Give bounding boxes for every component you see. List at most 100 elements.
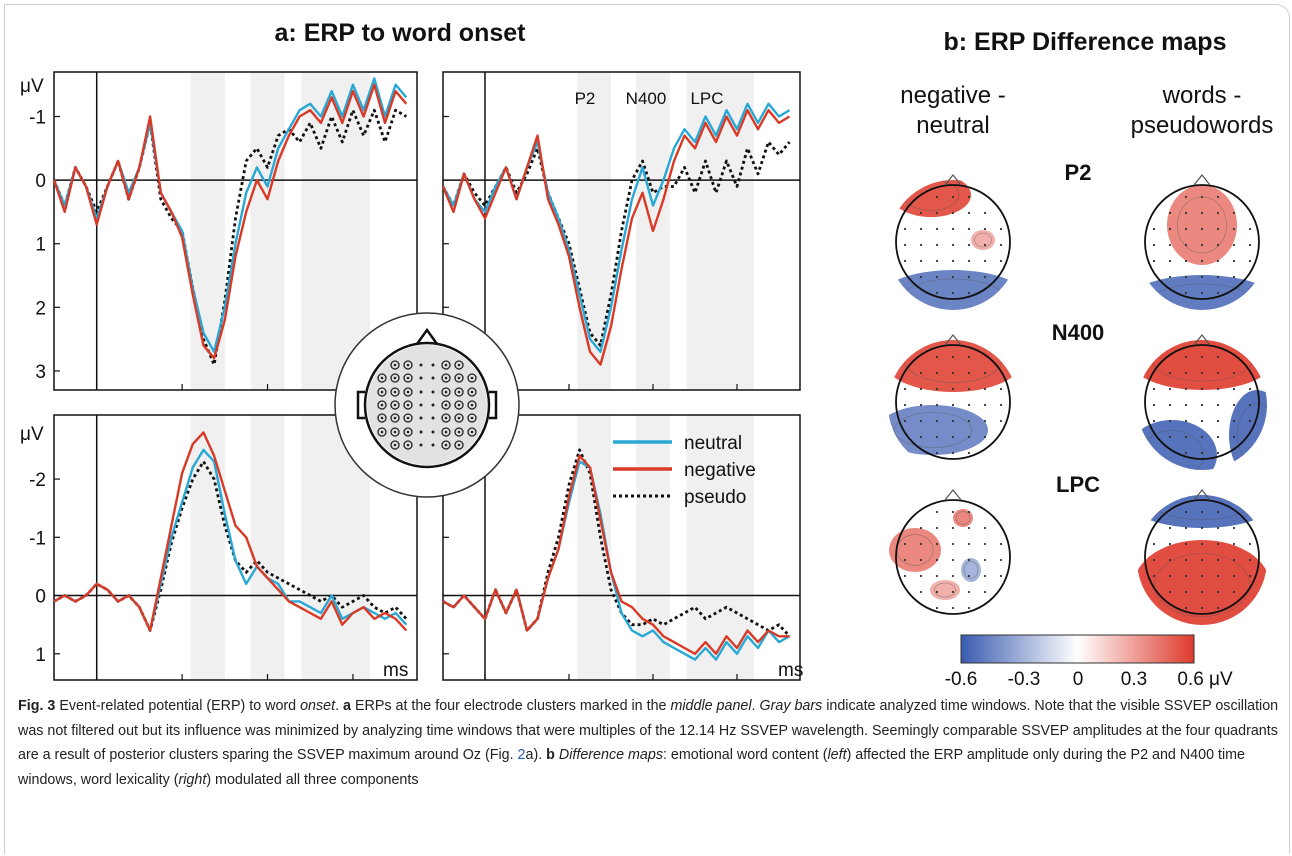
analysis-window-1 <box>190 415 225 680</box>
map-electrode-dot <box>1152 419 1156 423</box>
map-electrode-dot <box>967 542 971 546</box>
plot-frame <box>442 71 801 391</box>
difference-map-4 <box>1137 334 1267 470</box>
map-contour <box>955 511 971 525</box>
map-electrode-dot <box>1152 542 1156 546</box>
electrode-center <box>406 403 410 407</box>
map-electrode-dot <box>1200 291 1204 295</box>
map-electrode-dot <box>1168 211 1172 215</box>
electrode-dot <box>431 363 435 367</box>
map-fill <box>1137 340 1267 470</box>
map-electrode-dot <box>1216 606 1220 610</box>
map-electrode-dot <box>999 542 1003 546</box>
electrode-dot <box>419 430 423 434</box>
head-right-ear <box>489 390 498 420</box>
caption-text-2: . <box>335 698 344 714</box>
analysis-window-3 <box>686 415 754 680</box>
row-label-n400: N400 <box>1052 320 1105 345</box>
map-electrode-dot <box>983 435 987 439</box>
map-contour <box>934 582 956 598</box>
plot-frame <box>53 414 418 681</box>
map-head-outline <box>1144 499 1260 615</box>
map-electrode-dot <box>1232 590 1236 594</box>
map-electrode-dot <box>935 291 939 295</box>
electrode-center <box>457 376 461 380</box>
electrode-marked <box>441 400 451 410</box>
electrode-center <box>470 376 474 380</box>
caption-italic-5: left <box>827 747 847 763</box>
electrode-marked <box>454 360 464 370</box>
map-electrode-dot <box>1184 211 1188 215</box>
analysis-window-1 <box>577 72 611 390</box>
analysis-window-2 <box>636 415 670 680</box>
map-electrode-dot <box>1232 275 1236 279</box>
map-electrode-dot <box>935 558 939 562</box>
difference-map-3 <box>888 334 1018 470</box>
map-electrode-dot <box>1232 387 1236 391</box>
map-electrode-dot <box>951 574 955 578</box>
map-electrode-dot <box>1168 590 1172 594</box>
map-electrode-dot <box>1216 195 1220 199</box>
map-electrode-dot <box>935 510 939 514</box>
map-electrode-dot <box>935 590 939 594</box>
map-electrode-dot <box>1168 227 1172 231</box>
map-electrode-dot <box>1168 387 1172 391</box>
colorbar-tick-5: 0.6 μV <box>1177 669 1233 690</box>
map-electrode-dot <box>1232 211 1236 215</box>
map-electrode-dot <box>983 243 987 247</box>
electrode-dot <box>431 416 435 420</box>
map-electrode-dot <box>1184 243 1188 247</box>
map-blob <box>1137 540 1267 625</box>
map-fill <box>1137 495 1267 625</box>
electrode-center <box>457 390 461 394</box>
caption-fig-link[interactable]: 2 <box>517 747 526 763</box>
map-electrode-dot <box>1216 275 1220 279</box>
difference-map-2 <box>1137 174 1267 310</box>
map-contour <box>963 561 979 579</box>
map-electrode-dot <box>951 291 955 295</box>
panel-a-title: a: ERP to word onset <box>275 19 527 47</box>
analysis-window-2 <box>250 72 285 390</box>
caption-italic-6: right <box>178 771 207 788</box>
erp-plot-bottom-right: 0200400600 <box>442 414 801 681</box>
caption-text-4: . <box>751 698 760 714</box>
caption-text-6: a). <box>525 747 547 763</box>
electrode-center <box>393 430 397 434</box>
map-electrode-dot <box>1152 227 1156 231</box>
electrode-center <box>406 390 410 394</box>
caption-italic-1: onset <box>300 698 336 714</box>
map-electrode-dot <box>919 371 923 375</box>
row-label-p2: P2 <box>1065 160 1092 185</box>
plot-frame <box>442 414 801 681</box>
map-electrode-dot <box>1216 419 1220 423</box>
electrode-center <box>406 363 410 367</box>
map-electrode-dot <box>1200 211 1204 215</box>
map-electrode-dot <box>903 558 907 562</box>
map-electrode-dot <box>935 606 939 610</box>
map-contour <box>1154 553 1250 617</box>
map-electrode-dot <box>919 259 923 263</box>
map-electrode-dot <box>1216 371 1220 375</box>
map-electrode-dot <box>1184 606 1188 610</box>
electrode-marked <box>403 440 413 450</box>
map-electrode-dot <box>935 275 939 279</box>
electrode-marked <box>403 373 413 383</box>
caption-text-10: ) modulated all three components <box>206 771 419 788</box>
map-electrode-dot <box>1168 275 1172 279</box>
map-nose <box>1193 489 1211 501</box>
map-electrode-dot <box>1184 526 1188 530</box>
electrode-marked <box>441 440 451 450</box>
map-electrode-dot <box>1248 259 1252 263</box>
map-electrode-dot <box>951 606 955 610</box>
electrode-marked <box>454 387 464 397</box>
map-electrode-dot <box>1216 542 1220 546</box>
electrode-dot <box>419 443 423 447</box>
map-electrode-dot <box>967 403 971 407</box>
map-electrode-dot <box>1200 387 1204 391</box>
map-electrode-dot <box>1184 371 1188 375</box>
map-head-outline <box>895 184 1011 300</box>
map-electrode-dot <box>1184 451 1188 455</box>
map-electrode-dot <box>935 574 939 578</box>
caption-italic-4: Difference maps <box>558 747 663 763</box>
electrode-marked <box>390 400 400 410</box>
